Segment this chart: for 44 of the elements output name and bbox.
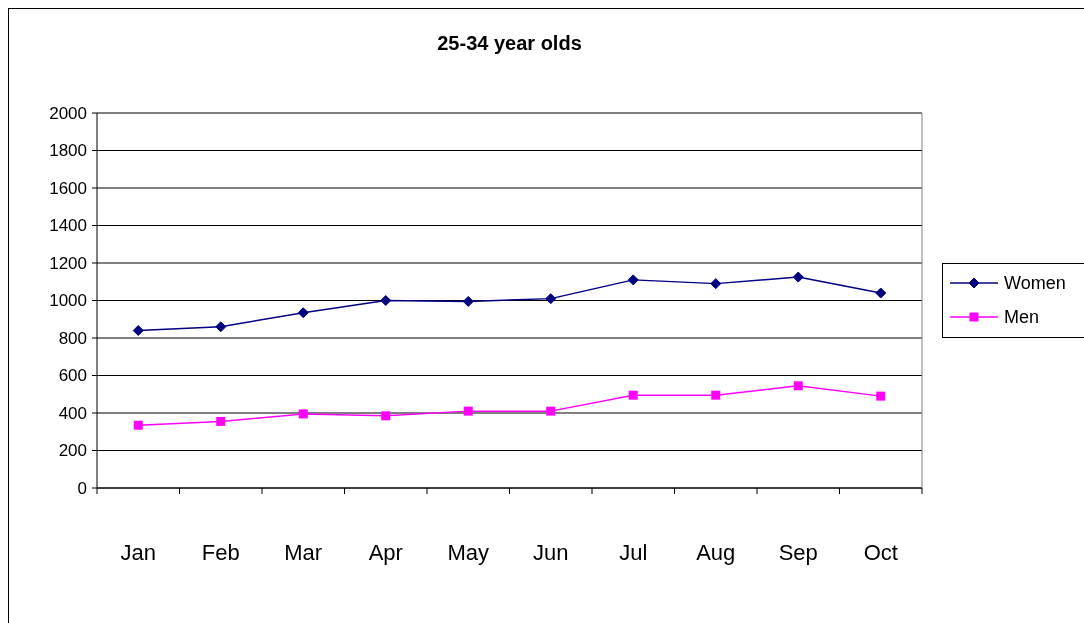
x-tick-label: Aug [696, 540, 736, 565]
point [875, 287, 887, 299]
y-tick-label: 1000 [49, 291, 87, 311]
y-tick-label: 2000 [49, 103, 87, 123]
x-tick-label: Jul [619, 540, 648, 565]
x-tick-label: Apr [368, 540, 403, 565]
x-tick-label: Mar [284, 540, 323, 565]
point [133, 420, 143, 430]
point [381, 411, 391, 421]
point [463, 406, 473, 416]
point [216, 416, 226, 426]
chart-title: 25-34 year olds [437, 32, 582, 54]
point [380, 295, 392, 306]
y-tick-label: 400 [58, 403, 87, 423]
legend-label: Men [1004, 307, 1040, 328]
y-tick-label: 1800 [49, 141, 87, 161]
point [628, 390, 638, 400]
y-tick-label: 600 [58, 366, 87, 386]
x-tick-label: Feb [201, 540, 240, 565]
point [627, 274, 639, 286]
point [792, 271, 804, 283]
point [132, 325, 144, 336]
x-tick-label: Oct [863, 540, 898, 565]
point [793, 381, 803, 391]
y-tick-label: 200 [58, 441, 87, 461]
x-tick-label: Jan [120, 540, 156, 565]
x-tick-label: May [447, 540, 490, 565]
y-tick-label: 800 [58, 328, 87, 348]
point [462, 295, 474, 307]
point [711, 390, 721, 400]
x-tick-label: Sep [778, 540, 818, 565]
y-tick-label: 1400 [49, 216, 87, 236]
point [297, 307, 309, 319]
point [546, 406, 556, 416]
point [710, 278, 722, 290]
y-tick-label: 1600 [49, 178, 87, 198]
point [298, 409, 308, 419]
legend-label: Women [1004, 273, 1066, 294]
x-tick-label: Jun [533, 540, 569, 565]
point [545, 293, 557, 305]
y-tick-label: 1200 [49, 253, 87, 273]
y-tick-label: 0 [77, 478, 87, 498]
point [215, 321, 227, 333]
point [876, 391, 886, 401]
